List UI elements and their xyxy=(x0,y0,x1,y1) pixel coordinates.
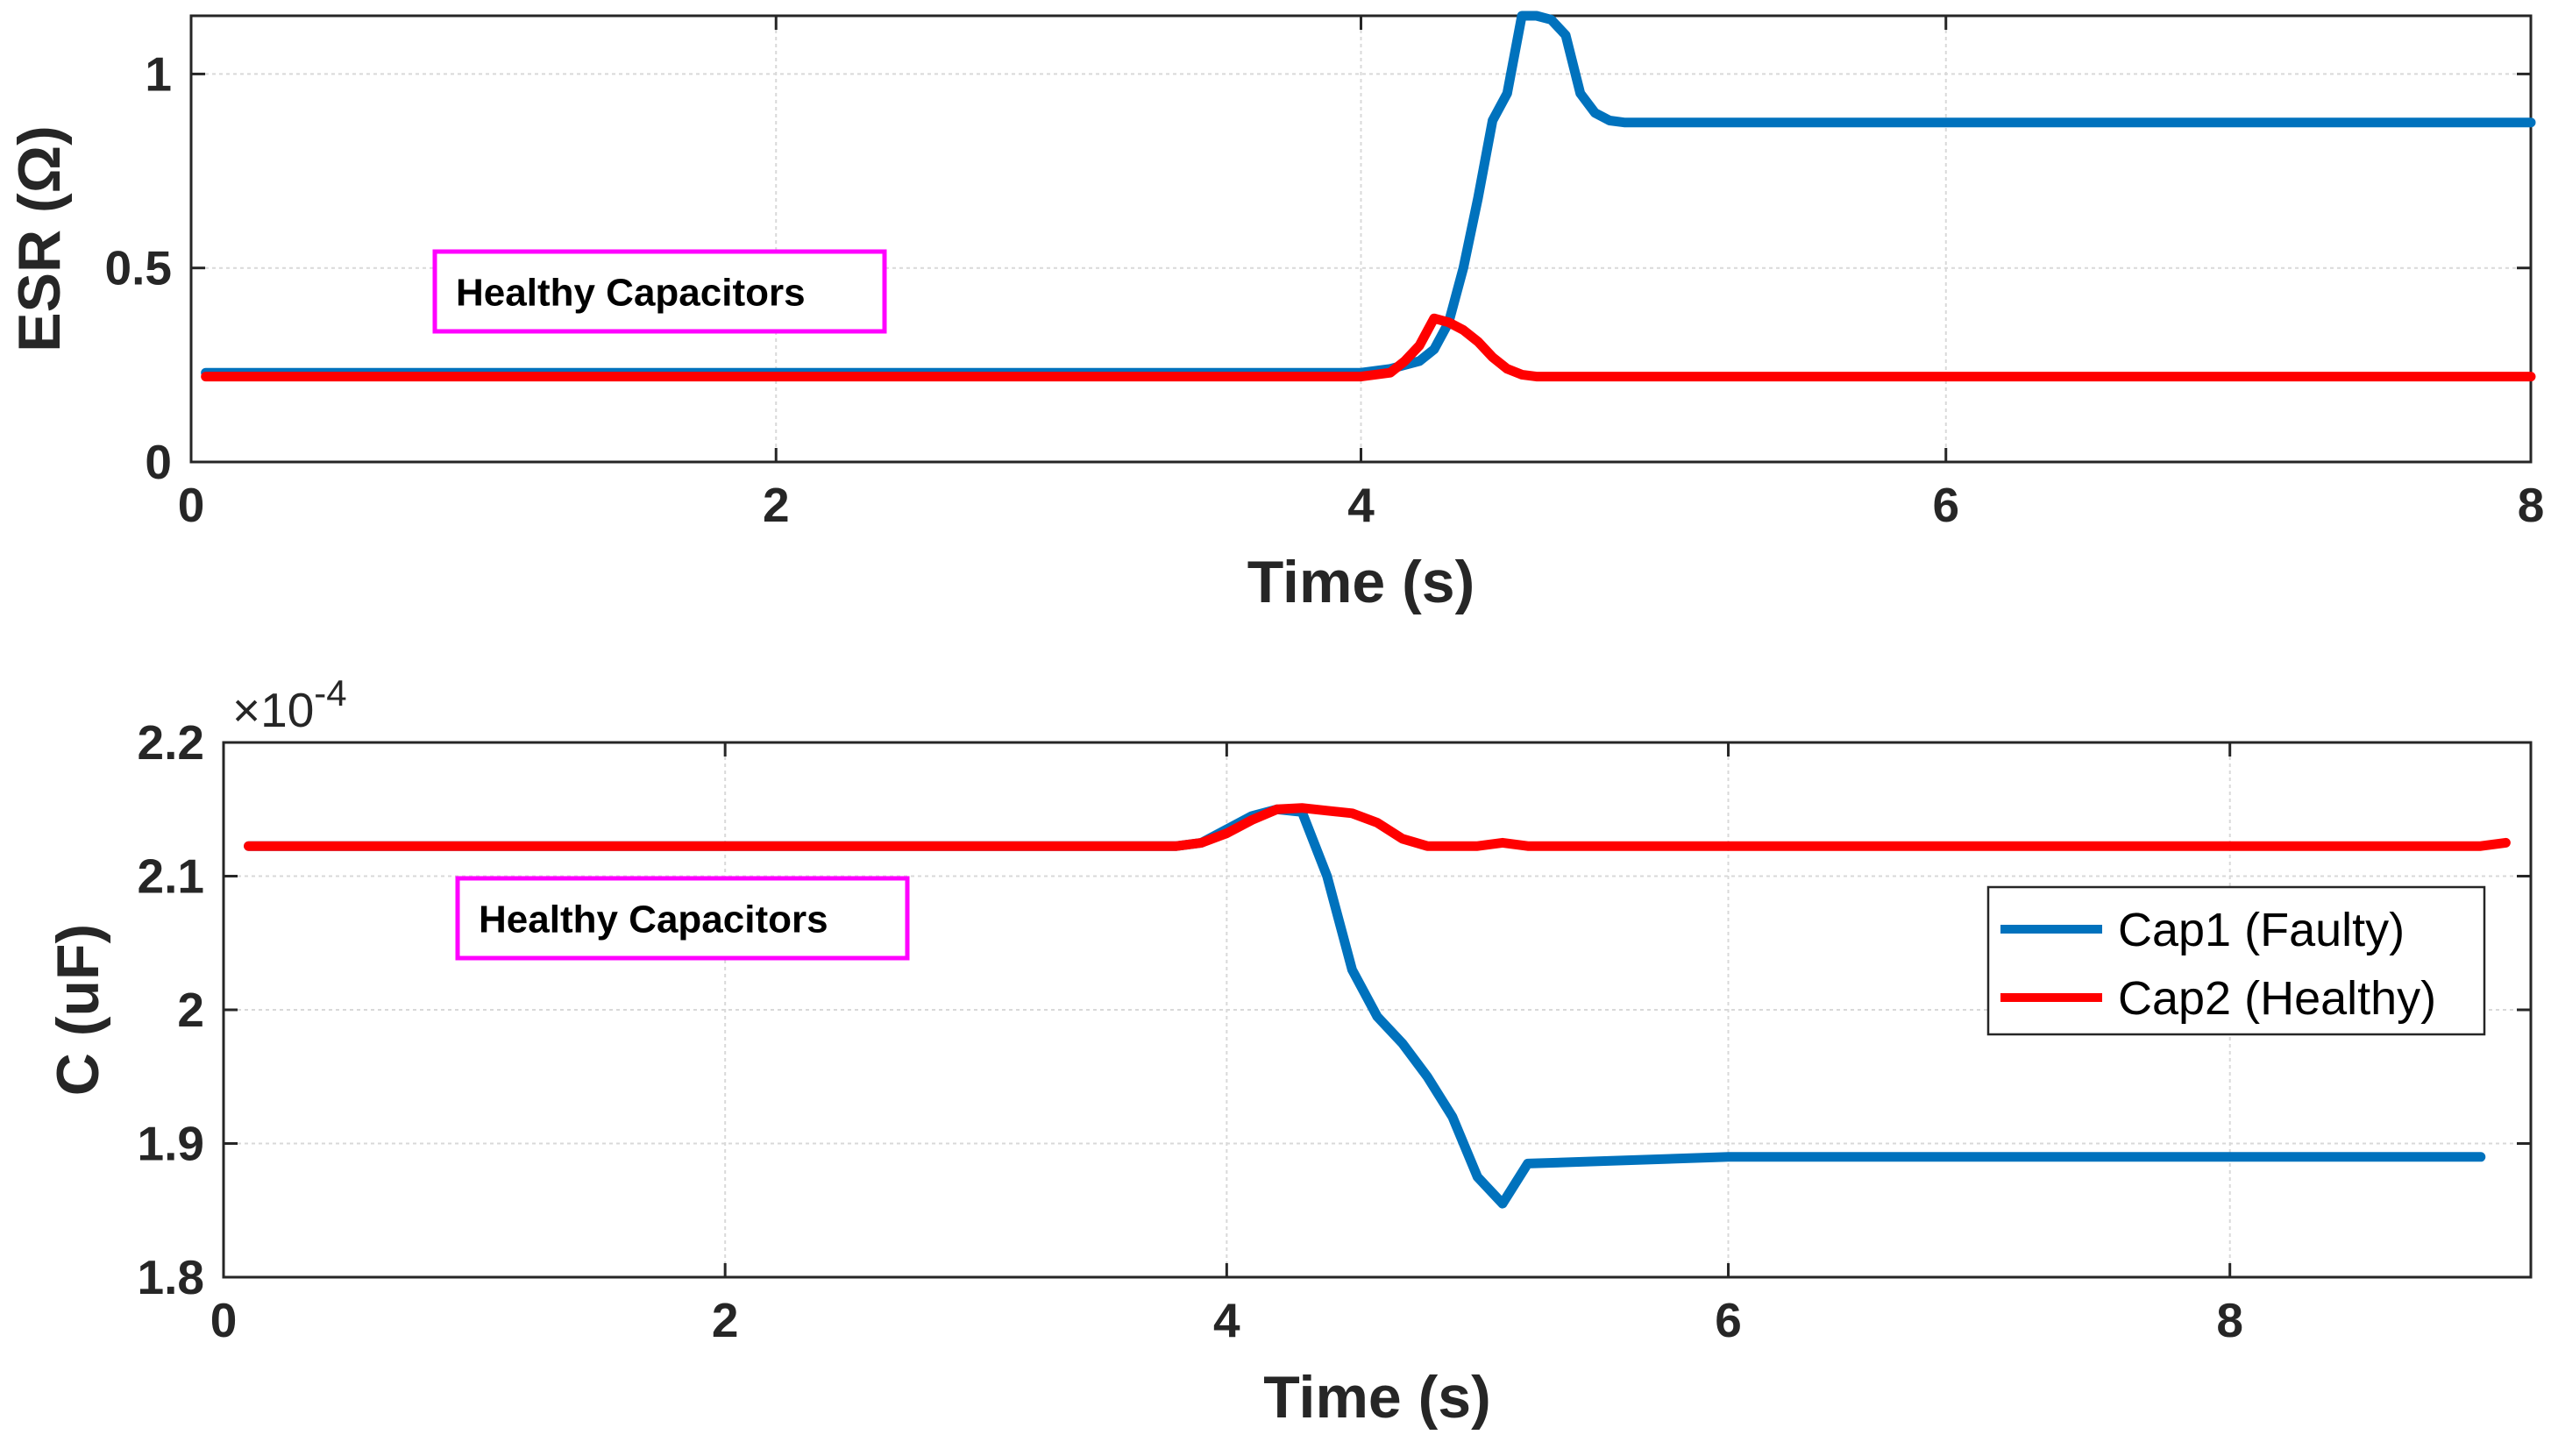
esr-annotation: Healthy Capacitors xyxy=(432,249,887,334)
cap-annotation-text: Healthy Capacitors xyxy=(479,898,828,941)
esr-x-tick-label-2: 4 xyxy=(1347,478,1375,532)
esr-x-tick-label-4: 8 xyxy=(2518,478,2545,532)
legend-label-cap2: Cap2 (Healthy) xyxy=(2118,972,2436,1025)
cap-y-exponent-multiplier: ×10-4 xyxy=(232,672,347,737)
cap-x-tick-label-4: 8 xyxy=(2216,1293,2243,1347)
esr-x-tick-label-1: 2 xyxy=(763,478,790,532)
cap-x-axis-label: Time (s) xyxy=(1263,1364,1490,1431)
cap-exponent-base: ×10 xyxy=(232,683,314,737)
cap-y-axis-label: C (uF) xyxy=(45,924,111,1096)
esr-series-cap2-healthy xyxy=(201,313,2536,382)
esr-series xyxy=(201,11,2536,382)
cap-y-tick-label-2: 2 xyxy=(177,983,204,1037)
esr-y-axis-label: ESR (Ω) xyxy=(6,125,73,352)
esr-x-ticks: 0 2 4 6 8 xyxy=(178,16,2545,532)
esr-x-tick-label-3: 6 xyxy=(1932,478,1959,532)
cap-y-tick-label-4: 2.2 xyxy=(138,715,204,770)
esr-annotation-box xyxy=(432,249,887,334)
esr-y-ticks: 00.51 xyxy=(105,46,2531,489)
esr-x-axis-label: Time (s) xyxy=(1247,549,1474,615)
cap-x-tick-label-1: 2 xyxy=(712,1293,739,1347)
esr-series-cap1-faulty xyxy=(201,11,2536,378)
esr-y-tick-label-2: 1 xyxy=(145,46,172,101)
cap-x-tick-label-3: 6 xyxy=(1715,1293,1742,1347)
legend-label-cap1: Cap1 (Faulty) xyxy=(2118,904,2405,956)
cap-legend: Cap1 (Faulty) Cap2 (Healthy) xyxy=(1986,885,2486,1036)
esr-x-tick-label-0: 0 xyxy=(178,478,205,532)
esr-y-tick-label-1: 0.5 xyxy=(105,241,172,295)
esr-annotation-text: Healthy Capacitors xyxy=(456,272,806,315)
cap-y-tick-label-1: 1.9 xyxy=(138,1117,204,1171)
cap-x-ticks: 0 2 4 6 8 xyxy=(210,742,2243,1347)
cap-annotation: Healthy Capacitors xyxy=(455,876,910,961)
esr-y-tick-label-0: 0 xyxy=(145,435,172,489)
capacitance-plot: 0 2 4 6 8 1.8 1.9 2 2.1 2.2 Time (s) C (uF) ×10-… xyxy=(45,672,2533,1431)
cap-y-ticks: 1.8 1.9 2 2.1 2.2 xyxy=(138,715,2531,1304)
cap-y-tick-label-0: 1.8 xyxy=(138,1250,204,1304)
cap-x-tick-label-2: 4 xyxy=(1213,1293,1240,1347)
cap-series-cap2-healthy xyxy=(244,803,2511,851)
cap-y-tick-label-3: 2.1 xyxy=(138,849,204,904)
cap-annotation-box xyxy=(455,876,910,961)
legend-box xyxy=(1986,885,2486,1036)
cap-exponent-power: -4 xyxy=(314,672,346,714)
cap-series xyxy=(244,803,2511,1209)
cap-x-tick-label-0: 0 xyxy=(210,1293,238,1347)
